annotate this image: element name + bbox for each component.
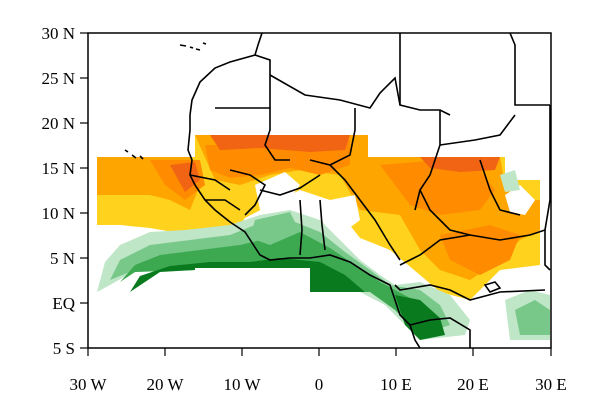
y-tick-label: 5 S: [53, 339, 75, 358]
x-tick-label: 20 E: [457, 375, 489, 394]
white-mask-left: [88, 225, 97, 295]
y-tick-labels: 30 N 25 N 20 N 15 N 10 N 5 N EQ 5 S: [41, 24, 75, 358]
white-ocean-gap: [195, 268, 310, 292]
border-8: [439, 114, 516, 146]
border-15: [419, 189, 471, 236]
x-tick-label: 10 W: [224, 375, 262, 394]
border-6: [414, 110, 441, 211]
islands-canary: [179, 42, 207, 51]
x-tick-label: 30 E: [535, 375, 567, 394]
y-tick-label: 30 N: [41, 24, 75, 43]
x-tick-labels: 30 W 20 W 10 W 0 10 E 20 E 30 E: [70, 375, 567, 394]
border-9: [329, 164, 401, 261]
white-gap-center: [255, 172, 300, 210]
y-ticks: [80, 32, 88, 349]
y-tick-label: 10 N: [41, 204, 75, 223]
y-tick-label: EQ: [52, 294, 75, 313]
border-11: [229, 169, 267, 216]
x-ticks: [87, 348, 552, 356]
x-tick-label: 0: [315, 375, 324, 394]
border-20: [205, 199, 241, 211]
border-1: [215, 54, 271, 109]
border-10: [259, 174, 321, 196]
x-tick-label: 10 E: [380, 375, 412, 394]
white-gap-mid: [325, 195, 360, 235]
white-gap-east: [505, 185, 535, 215]
green-shaded-field: [97, 170, 550, 340]
border-7: [509, 33, 550, 106]
green-pale-east: [500, 170, 520, 192]
border-3: [264, 108, 290, 161]
border-2: [269, 74, 401, 109]
y-tick-label: 25 N: [41, 69, 75, 88]
y-tick-label: 15 N: [41, 159, 75, 178]
y-tick-label: 5 N: [50, 249, 75, 268]
border-17: [394, 284, 546, 301]
border-16: [479, 159, 521, 216]
red-orange-west: [170, 162, 200, 192]
green-light-center: [250, 212, 300, 245]
border-19: [189, 174, 231, 191]
map-plot-area: [88, 33, 551, 348]
border-12: [299, 199, 303, 256]
border-5: [399, 33, 451, 116]
africa-coastline: [187, 33, 421, 348]
y-tick-label: 20 N: [41, 114, 75, 133]
x-tick-label: 20 W: [147, 375, 185, 394]
dark-orange-southeast: [440, 225, 520, 275]
coastlines-borders: [124, 33, 551, 348]
africa-east-coast: [544, 105, 551, 271]
border-4: [309, 108, 356, 166]
green-dark-south: [395, 295, 445, 340]
border-18: [409, 317, 471, 348]
islands-capeverde: [124, 149, 144, 160]
lake-victoria: [483, 281, 502, 293]
x-tick-label: 30 W: [70, 375, 108, 394]
border-13: [319, 199, 326, 251]
dark-orange-east: [380, 160, 495, 215]
red-orange-north: [210, 135, 350, 152]
green-light-southeast: [515, 300, 550, 335]
